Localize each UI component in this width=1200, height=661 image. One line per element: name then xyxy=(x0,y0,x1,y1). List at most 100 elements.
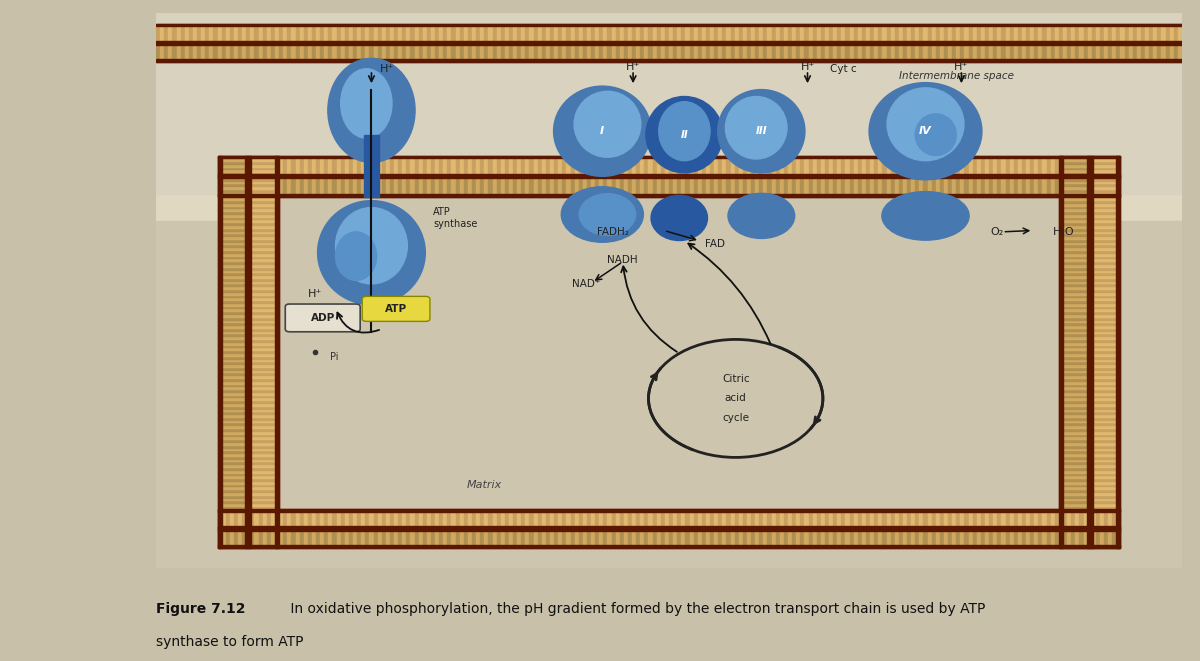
Bar xyxy=(1018,178,1022,196)
Bar xyxy=(1080,44,1084,60)
Bar xyxy=(251,445,277,447)
Bar xyxy=(841,178,846,196)
Bar xyxy=(156,13,1182,194)
Bar xyxy=(797,44,800,60)
Bar xyxy=(829,178,833,196)
Bar xyxy=(1061,245,1087,247)
Bar xyxy=(977,44,980,60)
Bar xyxy=(968,530,973,546)
Bar xyxy=(833,530,838,546)
Bar xyxy=(251,486,277,489)
Bar xyxy=(1092,378,1118,381)
Bar xyxy=(665,157,670,175)
Bar xyxy=(726,530,731,546)
Bar xyxy=(768,530,772,546)
Bar xyxy=(480,25,485,42)
Bar xyxy=(1092,397,1118,401)
Bar xyxy=(349,44,353,60)
Bar xyxy=(997,530,1002,546)
Bar xyxy=(731,157,734,175)
Bar xyxy=(304,530,308,546)
Bar xyxy=(760,511,763,527)
Text: synthase to form ATP: synthase to form ATP xyxy=(156,635,304,648)
Text: H⁺: H⁺ xyxy=(800,62,815,72)
Bar xyxy=(1061,303,1087,305)
Bar xyxy=(956,530,960,546)
Bar xyxy=(682,178,685,196)
Bar xyxy=(607,157,612,175)
Bar xyxy=(702,44,706,60)
Bar xyxy=(1092,278,1118,281)
Bar xyxy=(373,530,378,546)
Text: I: I xyxy=(600,126,605,136)
Bar xyxy=(332,25,336,42)
Bar xyxy=(329,25,332,42)
Bar xyxy=(1116,155,1121,547)
Bar xyxy=(373,157,378,175)
Bar xyxy=(1030,178,1034,196)
Bar xyxy=(1061,381,1087,383)
Bar xyxy=(1061,328,1087,330)
Bar xyxy=(251,325,277,328)
Bar xyxy=(887,511,890,527)
Bar xyxy=(456,511,460,527)
Bar xyxy=(994,157,997,175)
Bar xyxy=(829,157,833,175)
Bar xyxy=(246,530,251,546)
Bar xyxy=(956,157,960,175)
Bar xyxy=(616,157,619,175)
Bar xyxy=(768,44,772,60)
Bar xyxy=(263,44,266,60)
Bar xyxy=(673,44,677,60)
Bar xyxy=(812,511,817,527)
Bar xyxy=(899,511,902,527)
Bar xyxy=(251,533,277,537)
Bar xyxy=(251,164,277,167)
Bar xyxy=(254,511,259,527)
Bar xyxy=(1061,531,1087,533)
Bar xyxy=(472,178,476,196)
Bar xyxy=(220,155,246,158)
Bar xyxy=(220,489,246,492)
Bar xyxy=(259,530,263,546)
Bar xyxy=(1067,530,1072,546)
Bar xyxy=(202,44,205,60)
Bar xyxy=(300,511,304,527)
Bar xyxy=(220,411,246,414)
Bar xyxy=(251,464,277,467)
Bar xyxy=(1124,25,1129,42)
Bar xyxy=(1002,511,1006,527)
Bar xyxy=(641,530,644,546)
Bar xyxy=(784,530,788,546)
Bar xyxy=(251,206,277,208)
Bar xyxy=(846,530,850,546)
Bar xyxy=(1100,25,1104,42)
Bar xyxy=(817,178,821,196)
Bar xyxy=(220,539,246,542)
Bar xyxy=(497,157,500,175)
Bar xyxy=(251,155,277,158)
Bar xyxy=(463,530,468,546)
Bar xyxy=(887,157,890,175)
Bar xyxy=(616,44,619,60)
Bar xyxy=(1092,445,1118,447)
Bar xyxy=(755,511,760,527)
Bar xyxy=(570,530,575,546)
Bar xyxy=(329,530,332,546)
Bar xyxy=(846,157,850,175)
Bar xyxy=(944,178,948,196)
Bar xyxy=(616,511,619,527)
Bar xyxy=(220,164,246,167)
Bar xyxy=(1092,186,1118,189)
Bar xyxy=(824,530,829,546)
Bar xyxy=(1162,25,1165,42)
Bar xyxy=(862,157,866,175)
Bar xyxy=(500,530,505,546)
Bar xyxy=(746,178,751,196)
Bar xyxy=(1061,295,1087,297)
Bar xyxy=(977,178,980,196)
Bar xyxy=(874,157,878,175)
Bar xyxy=(283,157,287,175)
Bar xyxy=(492,44,497,60)
Bar xyxy=(251,436,277,439)
